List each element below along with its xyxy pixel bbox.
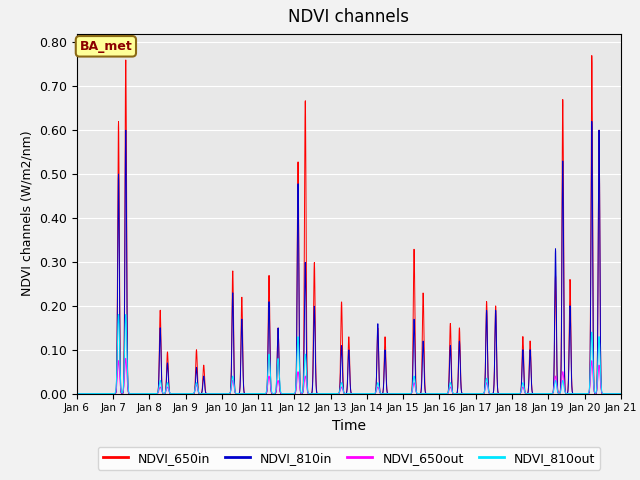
NDVI_650in — [135, 391, 143, 396]
NDVI_810in — [305, 391, 313, 396]
NDVI_810in — [588, 119, 596, 124]
NDVI_810out — [73, 391, 81, 396]
NDVI_650in — [73, 391, 81, 396]
X-axis label: Time: Time — [332, 419, 366, 433]
NDVI_650in — [607, 391, 614, 396]
Line: NDVI_650in: NDVI_650in — [77, 56, 621, 394]
NDVI_810out — [135, 391, 143, 396]
NDVI_650in — [617, 391, 625, 396]
Y-axis label: NDVI channels (W/m2/nm): NDVI channels (W/m2/nm) — [20, 131, 33, 297]
NDVI_810out — [617, 391, 625, 396]
NDVI_810out — [305, 391, 313, 396]
Line: NDVI_810in: NDVI_810in — [77, 121, 621, 394]
NDVI_810in — [607, 391, 614, 396]
NDVI_650in — [548, 391, 556, 396]
Title: NDVI channels: NDVI channels — [288, 9, 410, 26]
NDVI_810in — [548, 391, 556, 396]
Line: NDVI_810out: NDVI_810out — [77, 314, 621, 394]
NDVI_810in — [73, 391, 81, 396]
NDVI_650out — [305, 391, 313, 396]
NDVI_650out — [168, 391, 175, 396]
NDVI_650in — [305, 391, 313, 396]
NDVI_650out — [135, 391, 143, 396]
NDVI_810in — [282, 391, 289, 396]
NDVI_650in — [282, 391, 289, 396]
Line: NDVI_650out: NDVI_650out — [77, 359, 621, 394]
NDVI_810in — [617, 391, 625, 396]
NDVI_810out — [282, 391, 289, 396]
NDVI_810out — [548, 391, 556, 396]
Text: BA_met: BA_met — [79, 40, 132, 53]
NDVI_650in — [167, 391, 175, 396]
NDVI_650out — [73, 391, 81, 396]
NDVI_810out — [168, 391, 175, 396]
NDVI_650out — [607, 391, 614, 396]
NDVI_650out — [122, 356, 130, 361]
NDVI_650out — [548, 391, 556, 396]
NDVI_650out — [617, 391, 625, 396]
NDVI_810out — [607, 391, 614, 396]
NDVI_810in — [135, 391, 143, 396]
NDVI_810out — [115, 312, 122, 317]
Legend: NDVI_650in, NDVI_810in, NDVI_650out, NDVI_810out: NDVI_650in, NDVI_810in, NDVI_650out, NDV… — [97, 447, 600, 469]
NDVI_650in — [588, 53, 596, 59]
NDVI_650out — [282, 391, 289, 396]
NDVI_810in — [167, 391, 175, 396]
